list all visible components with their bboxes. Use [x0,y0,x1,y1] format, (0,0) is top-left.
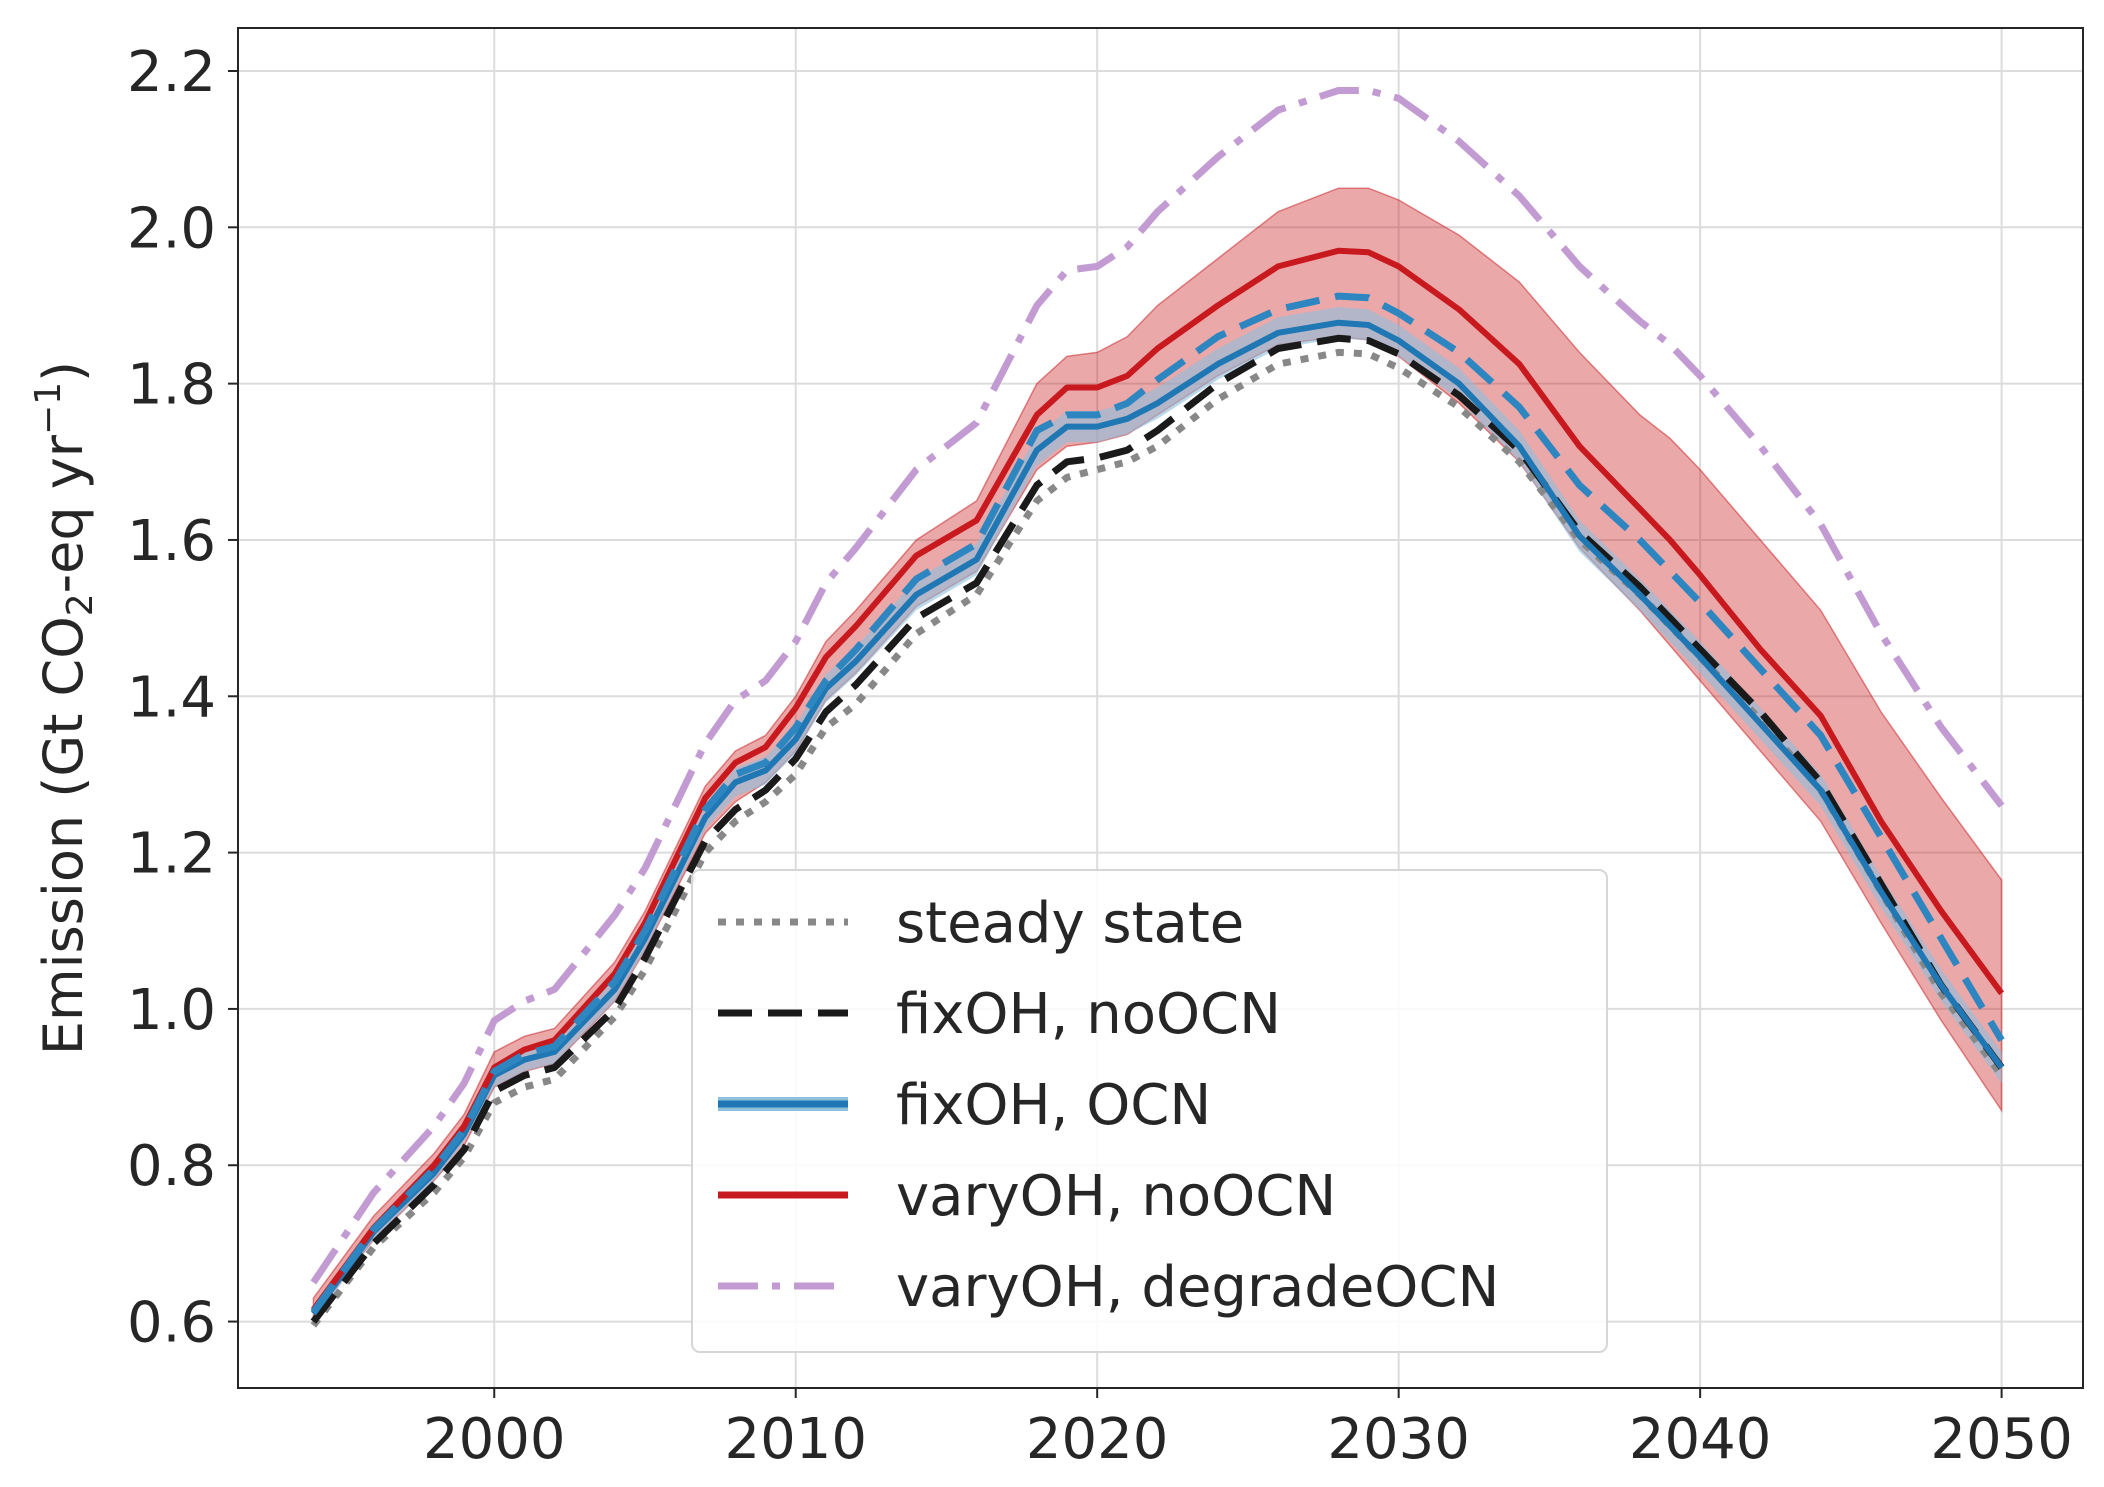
series-lines [310,87,2005,1328]
y-axis: 0.6 0.8 1.0 1.2 1.4 1.6 1.8 2.0 2.2 [127,40,238,1356]
y-tick-label: 0.8 [127,1134,216,1199]
y-tick-label: 2.2 [127,40,216,105]
y-tick-label: 1.2 [127,822,216,887]
series-line [310,87,2005,1285]
x-tick-label: 2040 [1629,1407,1772,1472]
y-tick-label: 1.6 [127,509,216,574]
y-tick-label: 1.8 [127,353,216,418]
y-tick-label: 0.6 [127,1291,216,1356]
series-line [310,292,2005,1315]
x-tick-label: 2010 [724,1407,867,1472]
x-tick-label: 2000 [423,1407,566,1472]
series-line [310,247,2005,1312]
legend-label: varyOH, noOCN [896,1164,1336,1229]
y-axis-label-subscript: 2 [60,593,101,616]
y-tick-label: 1.4 [127,665,216,730]
series-line [310,334,2005,1324]
x-tick-label: 2050 [1930,1407,2073,1472]
x-tick-label: 2020 [1026,1407,1169,1472]
legend-label: steady state [896,891,1244,956]
x-axis: 2000 2010 2020 2030 2040 2050 [423,1388,2073,1472]
y-tick-label: 1.0 [127,978,216,1043]
legend-label: varyOH, degradeOCN [896,1255,1499,1320]
series-line [310,319,2005,1316]
legend-frame [691,869,1608,1353]
y-tick-label: 2.0 [127,196,216,261]
uncertainty-bands [312,187,2003,1322]
x-tick-label: 2030 [1327,1407,1470,1472]
legend-label: fixOH, noOCN [896,982,1281,1047]
legend: steady state fixOH, noOCN fixOH, OCN varyOH… [691,869,1608,1353]
legend-label: fixOH, OCN [896,1073,1211,1138]
y-axis-label-middle: -eq yr [32,434,95,593]
grid [238,28,2083,1388]
y-axis-label-suffix: ) [32,361,95,382]
y-axis-label-prefix: Emission (Gt CO [32,616,95,1055]
y-axis-label-superscript: −1 [28,382,69,435]
plot-frame [237,27,2084,1389]
y-axis-label: Emission (Gt CO2-eq yr−1) [28,361,101,1055]
